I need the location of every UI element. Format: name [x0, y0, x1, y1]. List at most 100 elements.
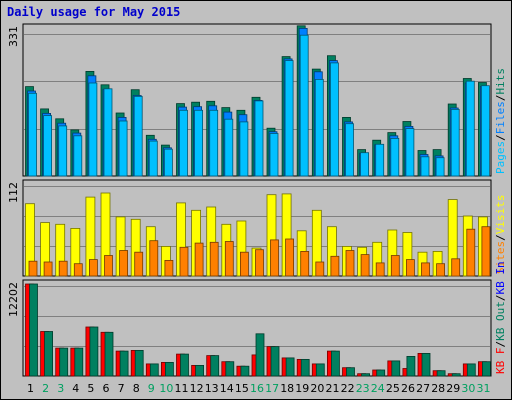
x-tick-label: 27	[416, 382, 430, 395]
sites-bar	[194, 242, 204, 277]
sites-bar	[375, 262, 385, 277]
pages-bar	[405, 128, 415, 177]
sites-bar	[360, 254, 370, 277]
legend-segment: /	[494, 134, 507, 141]
legend-segment: /	[494, 234, 507, 241]
x-tick-label: 28	[431, 382, 445, 395]
sites-bar	[436, 263, 446, 277]
pages-bar	[88, 82, 98, 177]
x-tick-label: 31	[477, 382, 491, 395]
sites-bar	[28, 260, 38, 277]
kb-out-bar	[436, 370, 446, 377]
pages-bar	[163, 148, 173, 177]
legend-segment: /	[494, 295, 507, 302]
pages-bar	[148, 140, 158, 177]
kb-out-bar	[134, 349, 144, 377]
kb-out-bar	[89, 326, 99, 377]
sites-bar	[255, 249, 264, 277]
sites-bar	[451, 258, 461, 277]
x-tick-label: 7	[118, 382, 125, 395]
pages-bar	[103, 88, 113, 177]
legend-segment: /	[494, 95, 507, 102]
sites-bar	[43, 261, 53, 277]
kb-out-bar	[300, 358, 310, 377]
pages-bar	[28, 92, 37, 177]
x-tick-label: 22	[341, 382, 355, 395]
sites-bar	[300, 250, 310, 277]
sites-bar	[270, 239, 279, 277]
pages-bar	[224, 118, 234, 177]
legend-segment: KB Out	[494, 301, 507, 341]
kb-out-bar	[104, 331, 114, 377]
sites-bar	[164, 259, 174, 277]
kb-out-bar	[330, 350, 340, 377]
legend-segment: Sites	[494, 241, 507, 274]
kb-out-bar	[29, 283, 38, 377]
pages-bar	[269, 133, 279, 177]
x-tick-label: 9	[148, 382, 155, 395]
kb-out-bar	[421, 352, 431, 377]
x-tick-label: 25	[386, 382, 400, 395]
pages-bar	[390, 137, 400, 177]
chart-title: Daily usage for May 2015	[7, 5, 181, 19]
pages-bar	[284, 60, 294, 177]
x-tick-label: 2	[42, 382, 49, 395]
bottom-legend: KB F/KB Out/KB In	[494, 261, 507, 374]
pages-bar	[133, 96, 143, 177]
x-tick-label: 12	[190, 382, 204, 395]
x-tick-label: 3	[57, 382, 64, 395]
pages-bar	[375, 143, 385, 177]
pages-bar	[465, 80, 475, 177]
x-tick-label: 8	[133, 382, 140, 395]
legend-segment: /	[494, 341, 507, 348]
pages-bar	[450, 109, 460, 177]
sites-bar	[73, 263, 83, 277]
pages-bar	[254, 100, 264, 177]
pages-bar	[360, 152, 370, 177]
x-tick-label: 14	[220, 382, 234, 395]
sites-bar	[224, 241, 234, 277]
sites-bar	[390, 255, 400, 277]
kb-out-bar	[180, 353, 189, 377]
kb-out-bar	[315, 363, 325, 377]
sites-bar	[315, 261, 325, 277]
sites-bar	[209, 241, 219, 277]
sites-bar	[285, 238, 295, 277]
kb-out-bar	[346, 367, 355, 377]
sites-bar	[104, 255, 113, 277]
kb-out-bar	[466, 363, 476, 377]
kb-out-bar	[285, 357, 295, 377]
pages-bar	[420, 156, 430, 177]
x-tick-label: 11	[175, 382, 189, 395]
sites-bar	[466, 228, 476, 277]
kb-out-bar	[74, 347, 84, 377]
legend-segment: Visits	[494, 195, 507, 235]
x-tick-label: 21	[326, 382, 340, 395]
top-ymax-label: 331	[7, 26, 20, 47]
x-tick-label: 19	[295, 382, 309, 395]
kb-out-bar	[164, 361, 174, 377]
sites-bar	[58, 260, 68, 277]
kb-out-bar	[225, 361, 235, 377]
sites-bar	[345, 250, 355, 277]
x-tick-label: 4	[72, 382, 79, 395]
kb-out-bar	[406, 355, 416, 377]
x-tick-label: 13	[205, 382, 219, 395]
pages-bar	[314, 79, 324, 177]
x-tick-label: 20	[310, 382, 324, 395]
pages-bar	[58, 125, 68, 177]
sites-bar	[89, 259, 98, 277]
legend-segment: Files	[494, 101, 507, 134]
x-tick-label: 1	[27, 382, 34, 395]
x-tick-label: 5	[87, 382, 94, 395]
kb-out-bar	[119, 350, 129, 377]
pages-bar	[118, 120, 128, 177]
top-legend: Pages/Files/Hits	[494, 68, 507, 174]
sites-bar	[119, 250, 128, 277]
x-tick-label: 23	[356, 382, 370, 395]
sites-bar	[179, 246, 189, 277]
pages-bar	[345, 123, 354, 177]
x-tick-label: 26	[401, 382, 415, 395]
x-tick-label: 15	[235, 382, 249, 395]
